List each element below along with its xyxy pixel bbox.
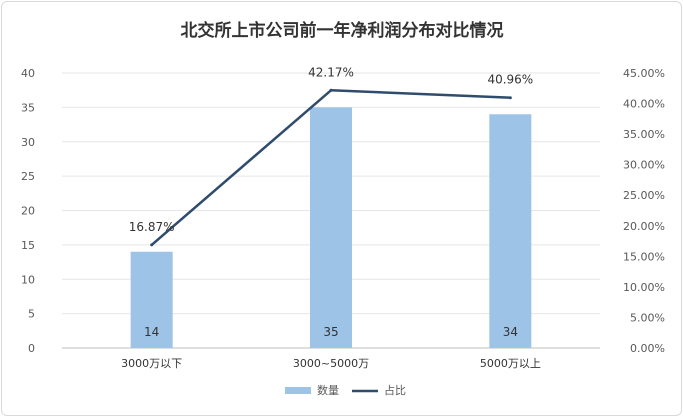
left-tick-label: 20 bbox=[21, 205, 35, 218]
legend: 数量 占比 bbox=[285, 383, 406, 397]
bar-value-label: 14 bbox=[144, 325, 159, 339]
category-axis: 3000万以下 3000~5000万 5000万以上 bbox=[121, 357, 541, 370]
legend-label: 占比 bbox=[384, 383, 406, 397]
bar bbox=[489, 114, 532, 348]
right-tick-label: 10.00% bbox=[623, 281, 665, 294]
left-tick-label: 25 bbox=[21, 170, 35, 183]
right-axis: 0.00% 5.00% 10.00% 15.00% 20.00% 25.00% 30.00%… bbox=[623, 67, 665, 355]
left-tick-label: 15 bbox=[21, 239, 35, 252]
left-tick-label: 5 bbox=[28, 308, 35, 321]
left-tick-label: 10 bbox=[21, 273, 35, 286]
bar-value-label: 34 bbox=[503, 325, 518, 339]
right-tick-label: 20.00% bbox=[623, 220, 665, 233]
right-tick-label: 15.00% bbox=[623, 250, 665, 263]
bar-series: 14 35 34 bbox=[130, 107, 532, 348]
right-tick-label: 40.00% bbox=[623, 98, 665, 111]
bar bbox=[310, 107, 352, 348]
right-tick-label: 25.00% bbox=[623, 189, 665, 202]
category-label: 5000万以上 bbox=[480, 357, 541, 370]
line-value-label: 42.17% bbox=[308, 65, 354, 79]
right-tick-label: 30.00% bbox=[623, 159, 665, 172]
right-tick-label: 0.00% bbox=[630, 342, 665, 355]
left-axis: 0 5 10 15 20 25 30 35 40 bbox=[21, 67, 35, 355]
bar bbox=[130, 251, 173, 348]
line-value-label: 40.96% bbox=[487, 73, 533, 87]
right-tick-label: 45.00% bbox=[623, 67, 665, 80]
left-tick-label: 0 bbox=[28, 342, 35, 355]
left-tick-label: 40 bbox=[21, 67, 35, 80]
chart-title: 北交所上市公司前一年净利润分布对比情况 bbox=[181, 20, 504, 41]
line-point bbox=[150, 243, 154, 247]
bar-value-label: 35 bbox=[323, 325, 338, 339]
right-tick-label: 35.00% bbox=[623, 128, 665, 141]
left-tick-label: 35 bbox=[21, 101, 35, 114]
category-label: 3000~5000万 bbox=[293, 357, 369, 370]
legend-label: 数量 bbox=[317, 384, 339, 397]
line-point bbox=[329, 88, 333, 92]
left-tick-label: 30 bbox=[21, 136, 35, 149]
line-series: 16.87% 42.17% 40.96% bbox=[129, 65, 533, 247]
line-point bbox=[508, 96, 512, 100]
line-value-label: 16.87% bbox=[129, 220, 175, 234]
category-label: 3000万以下 bbox=[121, 357, 182, 370]
legend-swatch-bar bbox=[285, 387, 311, 394]
right-tick-label: 5.00% bbox=[630, 311, 665, 324]
